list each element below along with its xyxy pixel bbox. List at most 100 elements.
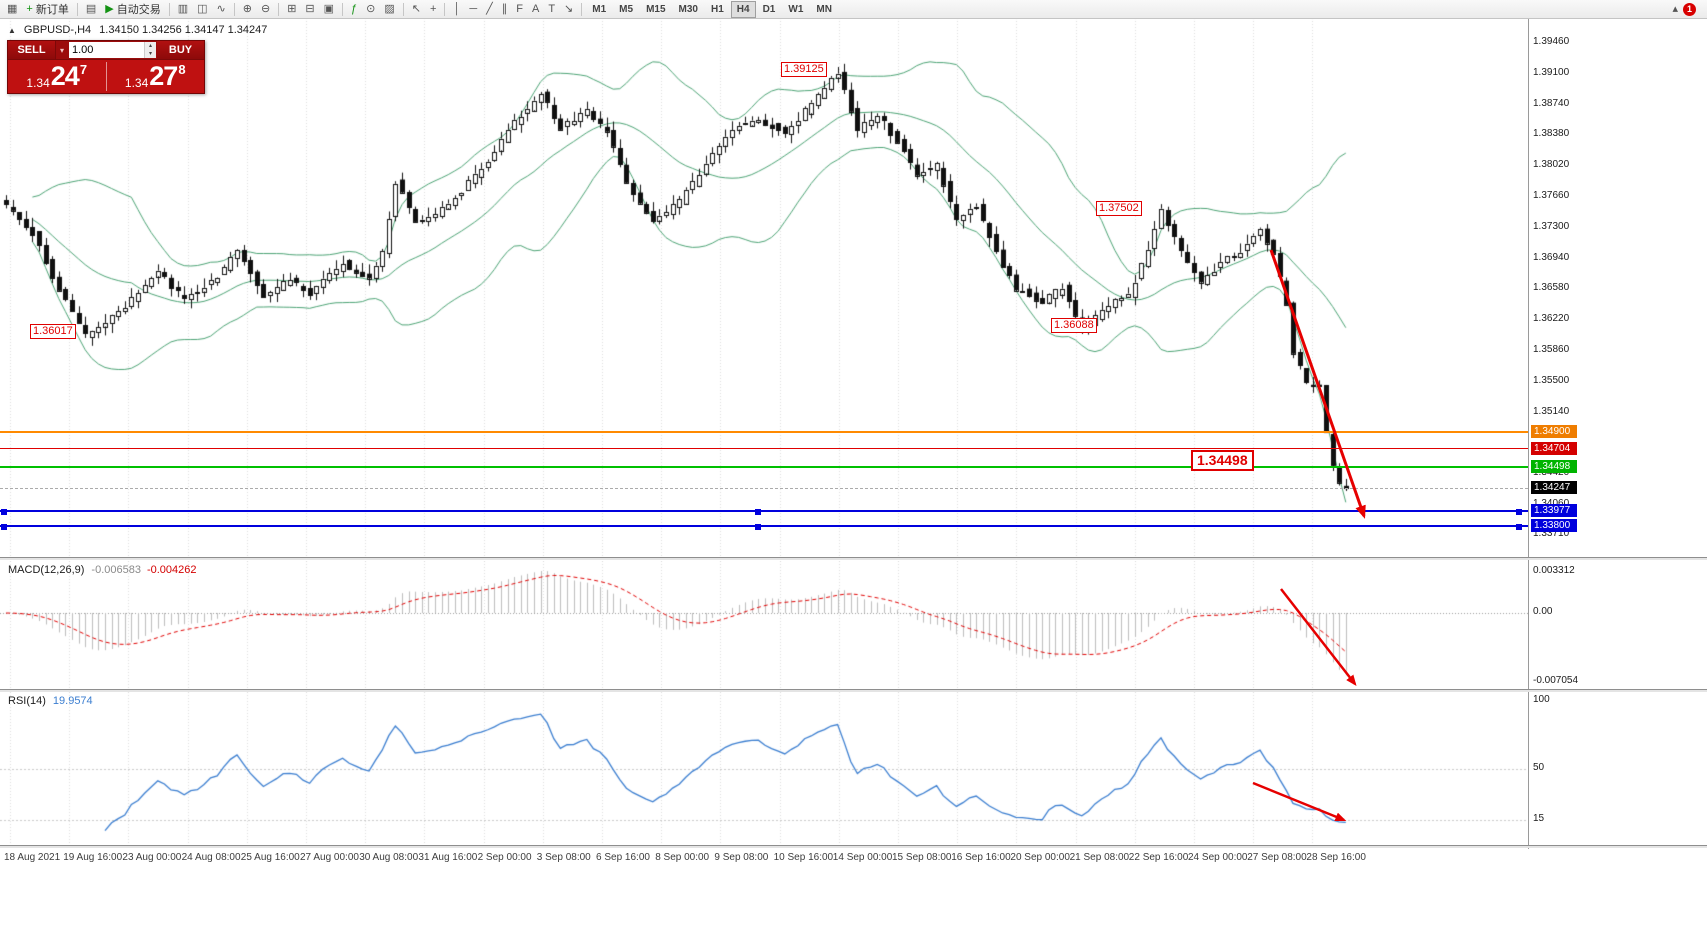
price-tag-1.33977: 1.33977 xyxy=(1531,504,1577,518)
line-handle[interactable] xyxy=(755,509,761,516)
fibonacci-button[interactable]: F xyxy=(512,1,527,18)
hline-1.34498[interactable] xyxy=(0,465,1528,468)
macd-panel-canvas[interactable] xyxy=(0,561,1528,689)
buy-price[interactable]: 1.34 27 8 xyxy=(107,60,205,93)
volume-increase-button[interactable]: ▴ xyxy=(145,42,156,50)
crosshair-button[interactable]: + xyxy=(426,1,440,18)
time-axis[interactable]: 18 Aug 2021 19 Aug 16:00 23 Aug 00:00 24 Au… xyxy=(0,849,1707,869)
line-handle[interactable] xyxy=(1516,509,1522,516)
timeframe-m15[interactable]: M15 xyxy=(646,3,666,15)
indicators-button[interactable]: ƒ xyxy=(347,1,361,18)
toolbar-separator xyxy=(76,2,78,16)
chart-candles-button[interactable]: ◫ xyxy=(193,1,211,18)
rsi-axis-max: 100 xyxy=(1533,694,1550,705)
rsi-panel-canvas[interactable] xyxy=(0,692,1528,845)
tile-icon: ⊞ xyxy=(287,2,297,15)
rsi-title: RSI(14) xyxy=(8,695,46,707)
line-handle[interactable] xyxy=(1,509,7,516)
panel-separator[interactable] xyxy=(0,845,1707,848)
timeframe-mn[interactable]: MN xyxy=(816,3,832,15)
plus-icon: + xyxy=(26,2,33,15)
zoom-in-button[interactable]: ⊕ xyxy=(239,1,256,18)
tile-horizontal-button[interactable]: ⊟ xyxy=(301,1,318,18)
time-label: 28 Sep 16:00 xyxy=(1306,852,1366,863)
toolbar-separator xyxy=(444,2,446,16)
buy-price-pips: 27 xyxy=(149,61,178,91)
indicators-icon: ƒ xyxy=(351,2,358,15)
timeframe-m1[interactable]: M1 xyxy=(592,3,607,15)
ohlc-values: 1.34150 1.34256 1.34147 1.34247 xyxy=(99,24,268,36)
sell-price-pips: 24 xyxy=(50,61,80,91)
price-annotation-1.39125[interactable]: 1.39125 xyxy=(781,62,827,77)
fibo-icon: F xyxy=(516,2,523,15)
zoom-out-button[interactable]: ⊖ xyxy=(257,1,274,18)
profiles-icon: ▤ xyxy=(85,2,97,15)
bid-price-line[interactable] xyxy=(0,487,1528,489)
sell-price[interactable]: 1.34 24 7 xyxy=(8,60,106,93)
periods-button[interactable]: ⊙ xyxy=(362,1,379,18)
candles-icon: ◫ xyxy=(197,2,208,15)
rsi-axis-mid: 50 xyxy=(1533,762,1545,773)
timeframe-d1[interactable]: D1 xyxy=(762,3,776,15)
time-label: 2 Sep 00:00 xyxy=(477,852,532,863)
notification-badge[interactable]: 1 xyxy=(1683,2,1696,16)
panel-separator[interactable] xyxy=(0,689,1707,692)
buy-button[interactable]: BUY xyxy=(157,41,204,59)
price-annotation-1.36088[interactable]: 1.36088 xyxy=(1051,318,1097,333)
hline-1.33800[interactable] xyxy=(0,524,1528,531)
symbol-marker-icon: ▲ xyxy=(8,25,16,35)
autotrade-button[interactable]: ▶ 自动交易 xyxy=(101,1,164,18)
macd-title: MACD(12,26,9) xyxy=(8,564,85,576)
line-handle[interactable] xyxy=(755,524,761,531)
volume-dropdown-button[interactable]: ▾ xyxy=(55,41,68,59)
line-handle[interactable] xyxy=(1516,524,1522,531)
vline-button[interactable]: │ xyxy=(449,1,464,18)
volume-decrease-button[interactable]: ▾ xyxy=(145,50,156,58)
volume-input[interactable] xyxy=(69,42,144,58)
price-annotation-1.34498[interactable]: 1.34498 xyxy=(1191,450,1254,471)
new-chart-button[interactable]: ▦ xyxy=(3,1,21,18)
toolbar-separator xyxy=(278,2,280,16)
timeframe-h4[interactable]: H4 xyxy=(730,0,756,18)
buy-price-frac: 8 xyxy=(178,62,186,77)
channel-button[interactable]: ∥ xyxy=(498,1,512,18)
templates-button[interactable]: ▨ xyxy=(380,1,398,18)
arrows-button[interactable]: ↘ xyxy=(560,1,577,18)
hline-1.34900[interactable] xyxy=(0,431,1528,434)
new-order-button[interactable]: + 新订单 xyxy=(22,1,72,18)
time-label: 23 Aug 00:00 xyxy=(122,852,182,863)
chart-bars-button[interactable]: ▥ xyxy=(174,1,192,18)
price-tag-1.34704: 1.34704 xyxy=(1531,441,1577,455)
trendline-button[interactable]: ╱ xyxy=(482,1,497,18)
timeframe-h1[interactable]: H1 xyxy=(710,3,724,15)
new-order-button-label: 新订单 xyxy=(35,4,69,16)
price-annotation-1.36017[interactable]: 1.36017 xyxy=(30,324,76,339)
price-tick: 1.36580 xyxy=(1533,282,1570,294)
panel-separator[interactable] xyxy=(0,557,1707,560)
macd-axis-min: -0.007054 xyxy=(1533,675,1579,686)
chart-line-button[interactable]: ∿ xyxy=(213,1,230,18)
tile-vertical-button[interactable]: ▣ xyxy=(320,1,338,18)
toolbar-separator xyxy=(233,2,235,16)
profiles-button[interactable]: ▤ xyxy=(82,1,100,18)
price-axis[interactable]: 1.39460 1.39100 1.38740 1.38380 1.38020 1.376… xyxy=(1529,0,1707,939)
price-tick: 1.33710 xyxy=(1533,528,1570,540)
tile-windows-button[interactable]: ⊞ xyxy=(283,1,300,18)
text-button[interactable]: A xyxy=(528,1,543,18)
zoom-out-icon: ⊖ xyxy=(260,2,271,15)
line-handle[interactable] xyxy=(1,524,7,531)
hline-button[interactable]: ─ xyxy=(465,1,481,18)
timeframe-m5[interactable]: M5 xyxy=(619,3,634,15)
toolbar-collapse-button[interactable]: ▴ xyxy=(1668,1,1682,18)
sell-button[interactable]: SELL xyxy=(8,41,55,59)
price-annotation-1.37502[interactable]: 1.37502 xyxy=(1096,201,1142,216)
line-icon: ∿ xyxy=(216,2,226,15)
timeframe-w1[interactable]: W1 xyxy=(788,3,804,15)
hline-1.33977[interactable] xyxy=(0,509,1528,516)
timeframe-m30[interactable]: M30 xyxy=(678,3,698,15)
price-chart-canvas[interactable] xyxy=(0,18,1528,558)
cursor-button[interactable]: ↖ xyxy=(408,1,425,18)
hline-1.34704[interactable] xyxy=(0,448,1528,450)
trendline-icon: ╱ xyxy=(486,2,493,15)
label-button[interactable]: T xyxy=(544,1,559,18)
